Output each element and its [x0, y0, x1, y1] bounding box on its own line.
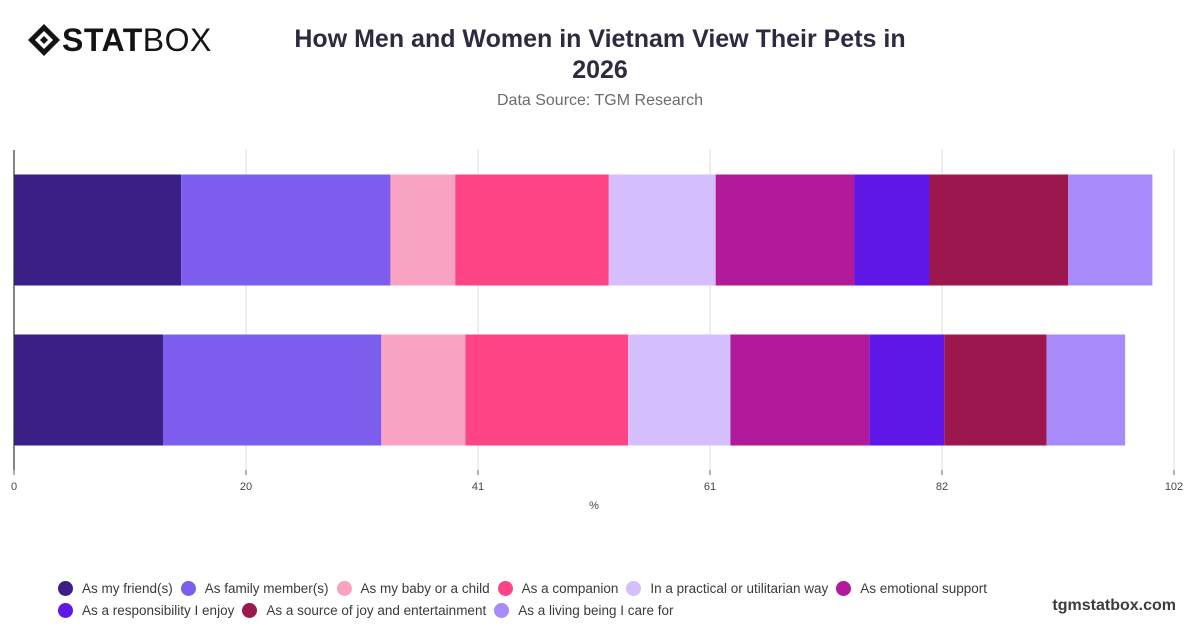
website-watermark: tgmstatbox.com — [1052, 597, 1176, 614]
bar-segment — [1068, 174, 1153, 286]
legend-label: As my baby or a child — [360, 581, 490, 596]
x-tick-label: 61 — [704, 481, 716, 493]
legend-label: As my friend(s) — [82, 581, 173, 596]
stacked-bar-chart: 0 20 41 61 82 102% — [11, 150, 1183, 512]
legend-item[interactable]: As my baby or a child — [336, 580, 490, 597]
legend-swatch-icon — [497, 581, 513, 596]
legend-item[interactable]: As a source of joy and entertainment — [242, 602, 486, 619]
chart-legend: As my friend(s) As family member(s) As my … — [58, 580, 1168, 619]
x-tick-label: 0 — [11, 481, 17, 493]
statbox-logo: STATBOX — [26, 22, 212, 58]
x-tick-label: 82 — [936, 481, 948, 493]
bar-segment — [1046, 334, 1126, 446]
bar-segment — [14, 174, 182, 286]
chart-title: How Men and Women in Vietnam View Their … — [294, 25, 906, 84]
x-tick-label: 102 — [1165, 481, 1183, 493]
bar-segment — [390, 174, 456, 286]
x-axis-label: % — [589, 500, 599, 512]
legend-swatch-icon — [242, 603, 258, 618]
legend-item[interactable]: As a companion — [497, 580, 619, 597]
bar-segment — [465, 334, 629, 446]
legend-swatch-icon — [626, 581, 642, 596]
legend-label: As a companion — [521, 581, 619, 596]
bar-segment — [455, 174, 609, 286]
legend-item[interactable]: As emotional support — [836, 580, 987, 597]
legend-swatch-icon — [336, 581, 352, 596]
legend-swatch-icon — [58, 603, 73, 618]
legend-label: In a practical or utilitarian way — [650, 581, 829, 596]
bar-segment — [944, 334, 1047, 446]
bar-segment — [628, 334, 731, 446]
bar-segment — [381, 334, 466, 446]
bar-segment — [869, 334, 945, 446]
bar-segment — [730, 334, 870, 446]
legend-item[interactable]: In a practical or utilitarian way — [626, 580, 828, 597]
logo-wordmark: STATBOX — [62, 22, 212, 58]
bar-segment — [715, 174, 855, 286]
chart-subtitle: Data Source: TGM Research — [496, 92, 703, 109]
bar-segment — [854, 174, 930, 286]
x-tick-label: 20 — [240, 481, 252, 493]
legend-item[interactable]: As my friend(s) — [58, 580, 173, 597]
bar-segment — [162, 334, 382, 446]
legend-swatch-icon — [836, 581, 852, 596]
legend-item[interactable]: As family member(s) — [180, 580, 329, 597]
bar-segment — [181, 174, 391, 286]
legend-label: As a source of joy and entertainment — [266, 603, 487, 618]
bar-segment — [929, 174, 1069, 286]
legend-swatch-icon — [58, 581, 73, 596]
legend-label: As a responsibility I enjoy — [82, 603, 235, 618]
bar-segment — [14, 334, 163, 446]
legend-label: As a living being I care for — [518, 603, 674, 618]
legend-swatch-icon — [180, 581, 196, 596]
x-tick-label: 41 — [472, 481, 484, 493]
legend-label: As emotional support — [860, 581, 988, 596]
legend-item[interactable]: As a living being I care for — [494, 602, 674, 619]
legend-item[interactable]: As a responsibility I enjoy — [58, 602, 234, 619]
bar-segment — [608, 174, 716, 286]
legend-swatch-icon — [494, 603, 510, 618]
legend-label: As family member(s) — [204, 581, 329, 596]
diamond-logo-icon — [28, 24, 60, 56]
